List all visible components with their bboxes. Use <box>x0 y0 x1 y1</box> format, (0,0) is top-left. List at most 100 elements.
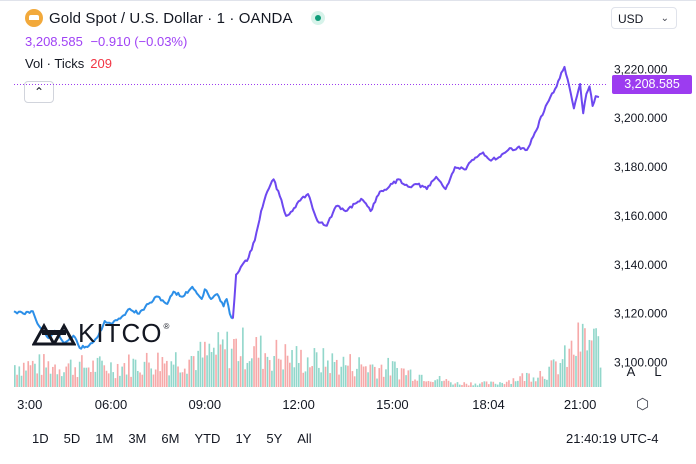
volume-bar <box>385 369 387 387</box>
timeframe-3m[interactable]: 3M <box>128 431 147 446</box>
volume-bar <box>353 376 356 387</box>
symbol-title[interactable]: Gold Spot / U.S. Dollar · 1 · OANDA <box>49 9 293 27</box>
volume-bar <box>396 367 398 387</box>
volume-bar <box>517 380 519 387</box>
volume-bar <box>74 367 77 387</box>
timeframe-6m[interactable]: 6M <box>161 431 180 446</box>
volume-bar <box>315 352 318 387</box>
volume-bar <box>110 362 112 387</box>
volume-value: 209 <box>90 56 112 71</box>
volume-bar <box>559 363 562 387</box>
volume-bar <box>139 372 141 387</box>
volume-bar <box>438 375 441 387</box>
volume-bar <box>599 367 602 387</box>
volume-bar <box>449 382 452 387</box>
volume-bar <box>494 383 497 387</box>
timeframe-1y[interactable]: 1Y <box>235 431 252 446</box>
volume-bar <box>195 370 197 387</box>
volume-bar <box>347 365 349 387</box>
currency-select[interactable]: USD ⌄ <box>611 7 677 29</box>
volume-bar <box>219 344 222 387</box>
volume-bar <box>550 360 553 387</box>
volume-label[interactable]: Vol · Ticks <box>25 56 85 71</box>
volume-bar <box>103 365 106 387</box>
volume-bar <box>45 367 47 387</box>
volume-bar <box>134 359 137 387</box>
volume-bar <box>306 357 309 387</box>
volume-bar <box>94 371 97 387</box>
volume-bar <box>362 366 365 387</box>
volume-bar <box>465 383 468 387</box>
volume-bar <box>548 366 550 387</box>
volume-bar <box>181 372 184 387</box>
volume-bar <box>371 364 374 387</box>
volume-bar <box>510 383 512 387</box>
volume-bar <box>38 354 41 387</box>
y-tick-label: 3,140.000 <box>614 258 668 272</box>
log-scale-button[interactable]: L <box>654 364 662 379</box>
volume-bar <box>34 363 36 387</box>
x-tick-label: 09:00 <box>189 397 222 412</box>
volume-bar <box>275 339 278 387</box>
volume-bar <box>52 366 54 387</box>
timeframe-1m[interactable]: 1M <box>95 431 114 446</box>
volume-bar <box>499 382 501 387</box>
volume-bar <box>324 366 327 387</box>
volume-bar <box>405 375 407 387</box>
volume-bar <box>65 366 68 387</box>
volume-bar <box>67 363 70 387</box>
volume-bar <box>561 359 564 387</box>
volume-bar <box>63 372 65 387</box>
volume-bar <box>233 339 235 387</box>
settings-gear-icon[interactable]: ⬡ <box>636 396 650 413</box>
volume-bar <box>170 361 173 387</box>
price-axis[interactable]: 3,220.000 3,200.000 3,180.000 3,160.000 3,14… <box>614 62 668 369</box>
volume-bar <box>575 355 577 387</box>
price-lines <box>13 65 600 350</box>
volume-bar <box>56 374 59 387</box>
volume-bar <box>297 362 300 387</box>
volume-bar <box>584 328 586 387</box>
market-open-icon[interactable] <box>310 11 325 25</box>
volume-bar <box>302 372 305 387</box>
volume-bar <box>206 355 208 387</box>
timeframe-1d[interactable]: 1D <box>32 431 49 446</box>
auto-scale-button[interactable]: A <box>626 364 636 379</box>
volume-bar <box>92 360 94 387</box>
clock[interactable]: 21:40:19 UTC-4 <box>566 431 659 446</box>
volume-bar <box>351 371 354 387</box>
time-axis[interactable]: 3:00 06:00 09:00 12:00 15:00 18:04 21:00 <box>17 397 596 412</box>
volume-bar <box>72 374 74 387</box>
volume-bar <box>224 349 226 387</box>
volume-bar <box>523 381 526 387</box>
volume-bar <box>14 365 16 387</box>
volume-bar <box>588 339 591 387</box>
volume-bar <box>81 355 83 387</box>
volume-bar <box>365 366 367 387</box>
timeframe-all[interactable]: All <box>297 431 312 446</box>
volume-bar <box>244 369 246 387</box>
volume-bar <box>264 353 267 387</box>
volume-bar <box>204 341 206 387</box>
timeframe-5d[interactable]: 5D <box>63 431 81 446</box>
volume-bar <box>76 377 79 387</box>
volume-bar <box>273 356 275 387</box>
volume-bar <box>286 355 289 387</box>
volume-bar <box>389 375 392 387</box>
volume-bar <box>485 381 488 387</box>
volume-bar <box>83 367 85 387</box>
volume-bar <box>539 370 542 387</box>
collapse-legend-button[interactable]: ⌃ <box>24 81 54 103</box>
volume-bar <box>487 384 490 387</box>
volume-bar <box>436 379 439 387</box>
timeframe-ytd[interactable]: YTD <box>194 431 221 446</box>
volume-bar <box>159 371 161 387</box>
volume-bar <box>87 367 90 387</box>
volume-bar <box>525 372 528 387</box>
volume-bar <box>150 368 153 387</box>
timeframe-5y[interactable]: 5Y <box>266 431 283 446</box>
volume-bar <box>148 362 150 387</box>
volume-bar <box>250 358 253 387</box>
volume-bar <box>114 378 117 387</box>
